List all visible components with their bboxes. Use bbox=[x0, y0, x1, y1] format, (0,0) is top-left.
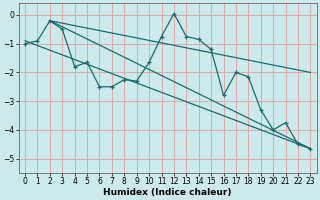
X-axis label: Humidex (Indice chaleur): Humidex (Indice chaleur) bbox=[103, 188, 232, 197]
